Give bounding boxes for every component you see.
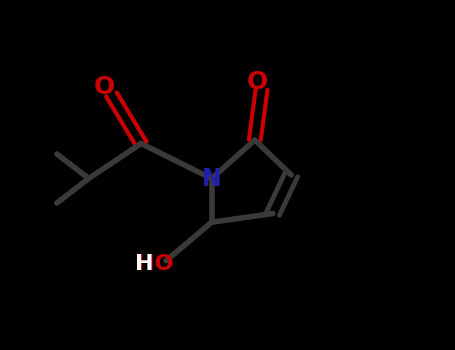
Text: H: H	[136, 254, 154, 274]
Text: HO: HO	[136, 254, 173, 274]
Text: N: N	[202, 167, 222, 190]
Text: O: O	[94, 76, 115, 99]
Text: O: O	[247, 70, 268, 94]
